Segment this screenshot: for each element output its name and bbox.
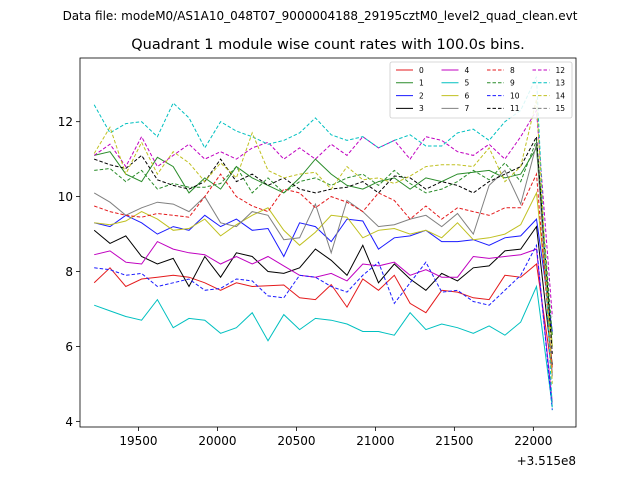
y-tick-label: 10: [58, 190, 73, 204]
legend-label-8: 8: [510, 66, 515, 75]
legend-label-4: 4: [465, 66, 470, 75]
axes: 19500 20000 20500 21000 21500 220004681012+3.…: [58, 57, 577, 468]
legend-label-6: 6: [465, 91, 470, 100]
series-line-10: [94, 243, 553, 411]
suptitle: Data file: modeM0/AS1A10_048T07_90000041…: [63, 9, 578, 23]
x-tick-label: 21000: [356, 434, 394, 448]
legend-label-10: 10: [510, 91, 520, 100]
series-line-6: [94, 191, 553, 347]
legend-label-9: 9: [510, 79, 515, 88]
plot-area: [93, 76, 553, 411]
series-line-1: [94, 146, 553, 347]
legend-label-7: 7: [465, 104, 470, 113]
series-line-14: [93, 99, 553, 384]
axes-frame: [79, 57, 577, 428]
series-line-4: [94, 240, 553, 403]
legend-label-5: 5: [465, 79, 470, 88]
chart-title: Quadrant 1 module wise count rates with …: [131, 37, 525, 53]
y-tick-label: 4: [65, 415, 73, 429]
x-tick-label: 20500: [277, 434, 315, 448]
x-offset-label: +3.515e8: [517, 454, 576, 468]
series-line-8: [94, 172, 553, 369]
legend-label-3: 3: [419, 104, 424, 113]
legend-box: [389, 61, 573, 119]
legend-label-1: 1: [419, 79, 424, 88]
x-tick-label: 19500: [119, 434, 157, 448]
series-line-7: [93, 144, 553, 377]
series-line-3: [93, 225, 553, 366]
series-line-12: [93, 108, 553, 317]
y-tick-label: 12: [58, 115, 73, 129]
y-tick-label: 8: [65, 265, 73, 279]
legend-label-0: 0: [419, 66, 424, 75]
legend-label-13: 13: [556, 79, 566, 88]
legend-label-11: 11: [510, 104, 520, 113]
y-tick-label: 6: [65, 340, 73, 354]
x-tick-label: 22000: [514, 434, 552, 448]
legend-label-15: 15: [556, 104, 566, 113]
series-lines: [93, 76, 553, 411]
legend-label-14: 14: [556, 91, 566, 100]
series-line-13: [93, 76, 553, 411]
series-line-0: [93, 263, 553, 373]
legend-label-2: 2: [419, 91, 424, 100]
x-tick-label: 20000: [198, 434, 236, 448]
x-tick-label: 21500: [435, 434, 473, 448]
series-line-5: [94, 284, 553, 407]
series-line-11: [94, 134, 553, 354]
legend-label-12: 12: [556, 66, 566, 75]
